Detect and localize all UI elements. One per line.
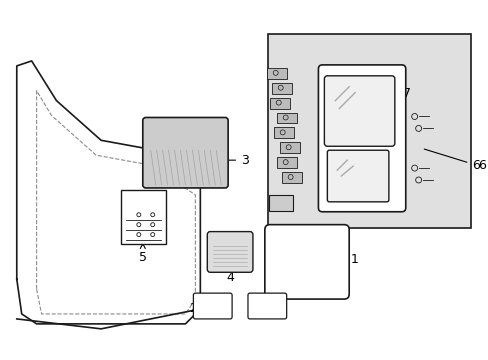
Text: 4: 4 — [226, 261, 234, 284]
FancyBboxPatch shape — [326, 150, 388, 202]
FancyBboxPatch shape — [273, 127, 293, 138]
Text: 5: 5 — [139, 244, 146, 264]
Text: 6: 6 — [424, 149, 479, 172]
Text: 7: 7 — [394, 87, 410, 106]
Text: 1: 1 — [308, 253, 357, 266]
FancyBboxPatch shape — [269, 98, 289, 109]
FancyBboxPatch shape — [247, 293, 286, 319]
FancyBboxPatch shape — [142, 117, 228, 188]
FancyBboxPatch shape — [279, 142, 299, 153]
FancyBboxPatch shape — [318, 65, 405, 212]
Bar — [267, 34, 470, 228]
FancyBboxPatch shape — [281, 172, 301, 183]
FancyBboxPatch shape — [324, 76, 394, 146]
FancyBboxPatch shape — [193, 293, 232, 319]
Text: 6: 6 — [477, 159, 485, 172]
FancyBboxPatch shape — [276, 157, 296, 168]
Text: 8: 8 — [362, 180, 370, 199]
Text: 2: 2 — [189, 302, 206, 315]
FancyBboxPatch shape — [271, 83, 291, 94]
FancyBboxPatch shape — [121, 190, 165, 244]
FancyBboxPatch shape — [266, 68, 286, 79]
FancyBboxPatch shape — [268, 195, 292, 211]
FancyBboxPatch shape — [264, 225, 348, 299]
FancyBboxPatch shape — [276, 113, 296, 123]
Text: 3: 3 — [214, 154, 248, 167]
FancyBboxPatch shape — [207, 231, 252, 272]
